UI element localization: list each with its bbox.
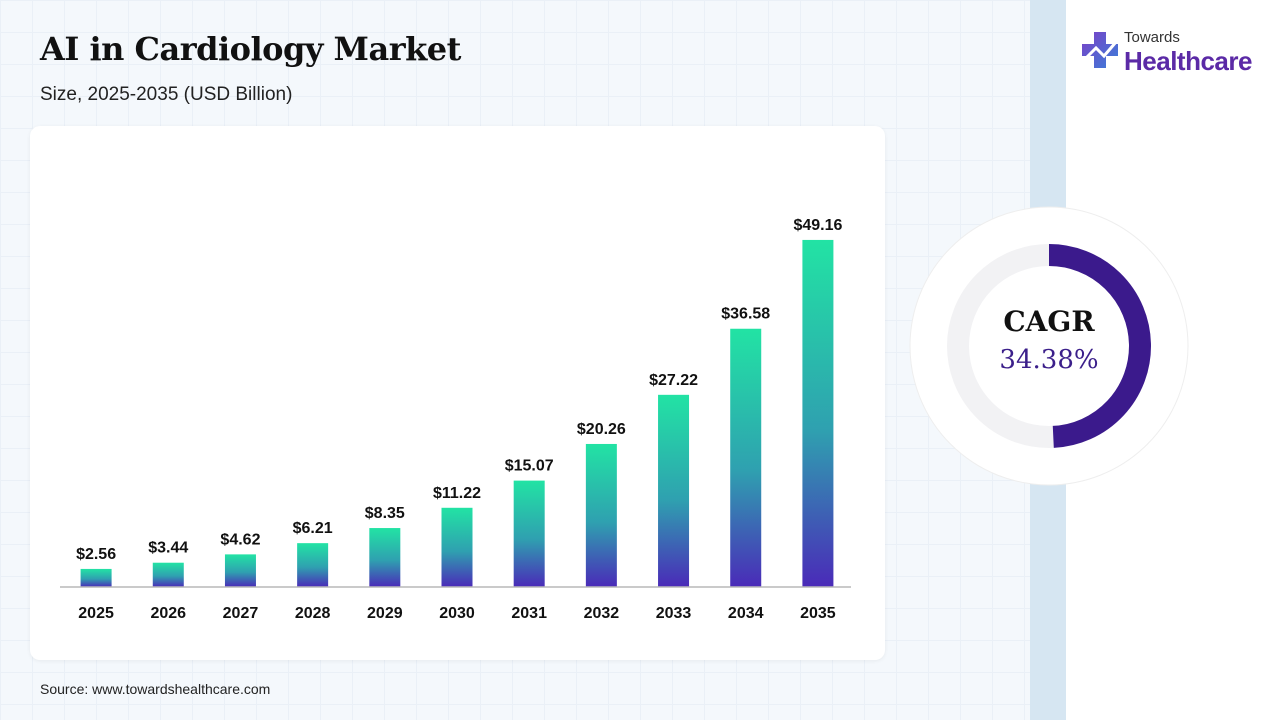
bar-2026	[152, 562, 184, 587]
x-tick-2030: 2030	[439, 605, 475, 622]
x-tick-2029: 2029	[367, 605, 403, 622]
logo-text-bottom: Healthcare	[1124, 46, 1252, 76]
data-label-2029: $8.35	[365, 505, 405, 522]
x-tick-2035: 2035	[800, 605, 836, 622]
data-label-2027: $4.62	[220, 531, 260, 548]
data-label-2032: $20.26	[577, 421, 626, 438]
bar-2033	[658, 394, 690, 587]
medical-cross-icon	[1082, 32, 1118, 68]
bar-2031	[513, 480, 545, 587]
data-label-2026: $3.44	[148, 540, 188, 557]
page-title: AI in Cardiology Market	[40, 30, 461, 68]
data-label-2025: $2.56	[76, 546, 116, 563]
bar-2035	[802, 239, 834, 587]
bar-2030	[441, 507, 473, 587]
data-label-2030: $11.22	[433, 485, 481, 502]
bar-2028	[297, 543, 329, 587]
brand-logo: Towards Healthcare	[1080, 28, 1260, 78]
bar-2034	[730, 328, 762, 587]
data-label-2034: $36.58	[721, 306, 770, 323]
cagr-ring	[909, 206, 1189, 486]
data-label-2033: $27.22	[649, 372, 698, 389]
logo-text-top: Towards	[1124, 29, 1180, 46]
data-label-2035: $49.16	[793, 217, 842, 234]
bar-2025	[80, 568, 112, 587]
x-tick-2028: 2028	[295, 605, 331, 622]
cagr-arc	[1048, 244, 1151, 448]
data-label-2031: $15.07	[505, 458, 554, 475]
x-tick-2034: 2034	[728, 605, 764, 622]
x-tick-2027: 2027	[223, 605, 259, 622]
x-tick-2032: 2032	[584, 605, 620, 622]
bar-2029	[369, 528, 401, 587]
cagr-label: CAGR	[1003, 305, 1095, 338]
x-tick-2031: 2031	[511, 605, 547, 622]
source-note: Source: www.towardshealthcare.com	[40, 681, 271, 697]
x-tick-2026: 2026	[150, 605, 186, 622]
bar-2032	[585, 443, 617, 587]
cagr-donut: CAGR 34.38%	[908, 205, 1190, 487]
page-subtitle: Size, 2025-2035 (USD Billion)	[40, 84, 293, 105]
x-tick-2033: 2033	[656, 605, 692, 622]
x-tick-2025: 2025	[78, 605, 114, 622]
bar-2027	[224, 554, 256, 587]
bar-chart: $2.56 2025 $3.44 2026 $4.62 2027 $6.21 2028 $8.3…	[60, 217, 851, 622]
chart-card: $2.56 2025 $3.44 2026 $4.62 2027 $6.21 2028 $8.3…	[30, 126, 885, 660]
data-label-2028: $6.21	[293, 520, 333, 537]
cagr-value: 34.38%	[999, 345, 1099, 375]
